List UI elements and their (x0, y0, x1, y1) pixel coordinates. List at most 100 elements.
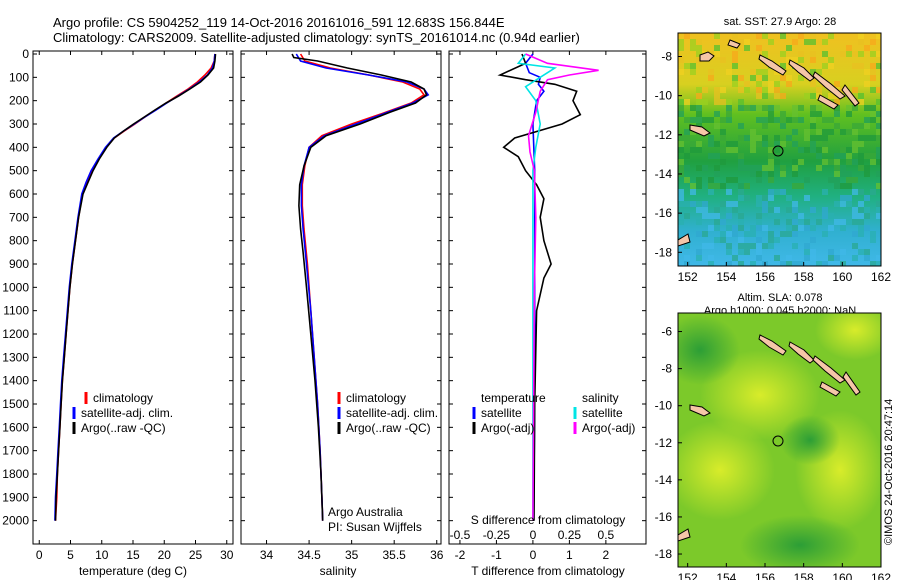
sst-pixel (714, 99, 720, 105)
sst-pixel (792, 141, 798, 147)
sst-pixel (864, 207, 870, 213)
sst-pixel (684, 117, 690, 123)
sst-pixel (846, 129, 852, 135)
sst-pixel (708, 261, 714, 266)
sst-pixel (780, 117, 786, 123)
sst-pixel (678, 105, 684, 111)
argo-location-marker (772, 145, 784, 157)
map-y-tick-label: -8 (661, 49, 672, 63)
sst-pixel (810, 255, 816, 261)
series-line-temperature-argo-adj- (497, 53, 582, 521)
sst-pixel (768, 105, 774, 111)
sst-pixel (738, 105, 744, 111)
sst-pixel (846, 153, 852, 159)
sst-pixel (810, 237, 816, 243)
sst-pixel (678, 147, 684, 153)
sst-pixel (702, 207, 708, 213)
header-line-1: Argo profile: CS 5904252_119 14-Oct-2016… (53, 15, 505, 30)
sst-pixel (690, 129, 696, 135)
sst-pixel (732, 57, 738, 63)
sst-pixel (702, 165, 708, 171)
sst-pixel (714, 237, 720, 243)
series-line-salinity-argo-adj- (525, 53, 599, 521)
legend-label-climatology: climatology (93, 391, 153, 405)
sst-pixel (828, 93, 834, 99)
sst-pixel (750, 135, 756, 141)
x-tick-label: 15 (126, 548, 140, 562)
sst-pixel (690, 63, 696, 69)
sst-pixel (756, 201, 762, 207)
sst-pixel (864, 153, 870, 159)
sst-pixel (726, 189, 732, 195)
sst-pixel (738, 159, 744, 165)
sst-pixel (786, 225, 792, 231)
sst-pixel (774, 213, 780, 219)
sst-pixel (702, 99, 708, 105)
sst-pixel (792, 39, 798, 45)
sst-pixel (762, 123, 768, 129)
map-x-tick-label: 154 (716, 571, 736, 580)
sst-pixel (696, 45, 702, 51)
sst-pixel (834, 111, 840, 117)
sst-pixel (726, 177, 732, 183)
sst-pixel (864, 165, 870, 171)
sst-pixel (726, 231, 732, 237)
sst-pixel (804, 39, 810, 45)
sst-pixel (714, 207, 720, 213)
sst-pixel (756, 213, 762, 219)
sst-pixel (756, 93, 762, 99)
sst-pixel (714, 225, 720, 231)
sst-pixel (708, 213, 714, 219)
sst-pixel (684, 63, 690, 69)
sst-pixel (792, 57, 798, 63)
sst-pixel (864, 249, 870, 255)
sst-pixel (756, 237, 762, 243)
sst-pixel (720, 201, 726, 207)
sst-pixel (738, 261, 744, 266)
sst-pixel (834, 261, 840, 266)
difference-legend: temperature satellite Argo(-adj) salinit… (472, 391, 635, 435)
sst-pixel (726, 111, 732, 117)
sst-pixel (786, 81, 792, 87)
argo-location-marker (772, 435, 784, 447)
sst-pixel (786, 207, 792, 213)
sst-pixel (756, 75, 762, 81)
sst-pixel (762, 243, 768, 249)
sst-pixel (828, 213, 834, 219)
sst-pixel (876, 117, 881, 123)
sst-pixel (858, 213, 864, 219)
depth-tick-label: 300 (9, 117, 29, 131)
sst-pixel (726, 207, 732, 213)
sst-pixel (756, 165, 762, 171)
sst-pixel (696, 207, 702, 213)
annotation-line-1: Argo Australia (328, 505, 403, 519)
sst-pixel (834, 201, 840, 207)
sst-pixel (696, 201, 702, 207)
sst-pixel (864, 45, 870, 51)
sst-pixel (768, 237, 774, 243)
sst-pixel (690, 189, 696, 195)
sst-pixel (816, 39, 822, 45)
sla-high-patch (815, 313, 881, 360)
sla-map-frame (677, 312, 882, 568)
sst-pixel (792, 129, 798, 135)
sst-pixel (768, 147, 774, 153)
difference-chart: -2 -1 0 1 2 -0.5 -0.25 0 0.25 0.5 (450, 51, 615, 562)
sst-pixel (816, 105, 822, 111)
sst-pixel (876, 129, 881, 135)
sst-pixel (858, 135, 864, 141)
depth-tick-label: 2000 (2, 514, 29, 528)
sst-pixel (762, 75, 768, 81)
sst-pixel (840, 165, 846, 171)
header-line-2: Climatology: CARS2009. Satellite-adjuste… (53, 30, 580, 45)
sst-pixel (810, 57, 816, 63)
sst-pixel (726, 249, 732, 255)
sst-pixel (870, 63, 876, 69)
sst-pixel (798, 33, 804, 39)
sst-pixel (744, 243, 750, 249)
sst-pixel (762, 33, 768, 39)
sst-pixel (744, 81, 750, 87)
map-x-tick-label: 156 (755, 571, 775, 580)
sst-pixel (720, 147, 726, 153)
sst-pixel (684, 99, 690, 105)
